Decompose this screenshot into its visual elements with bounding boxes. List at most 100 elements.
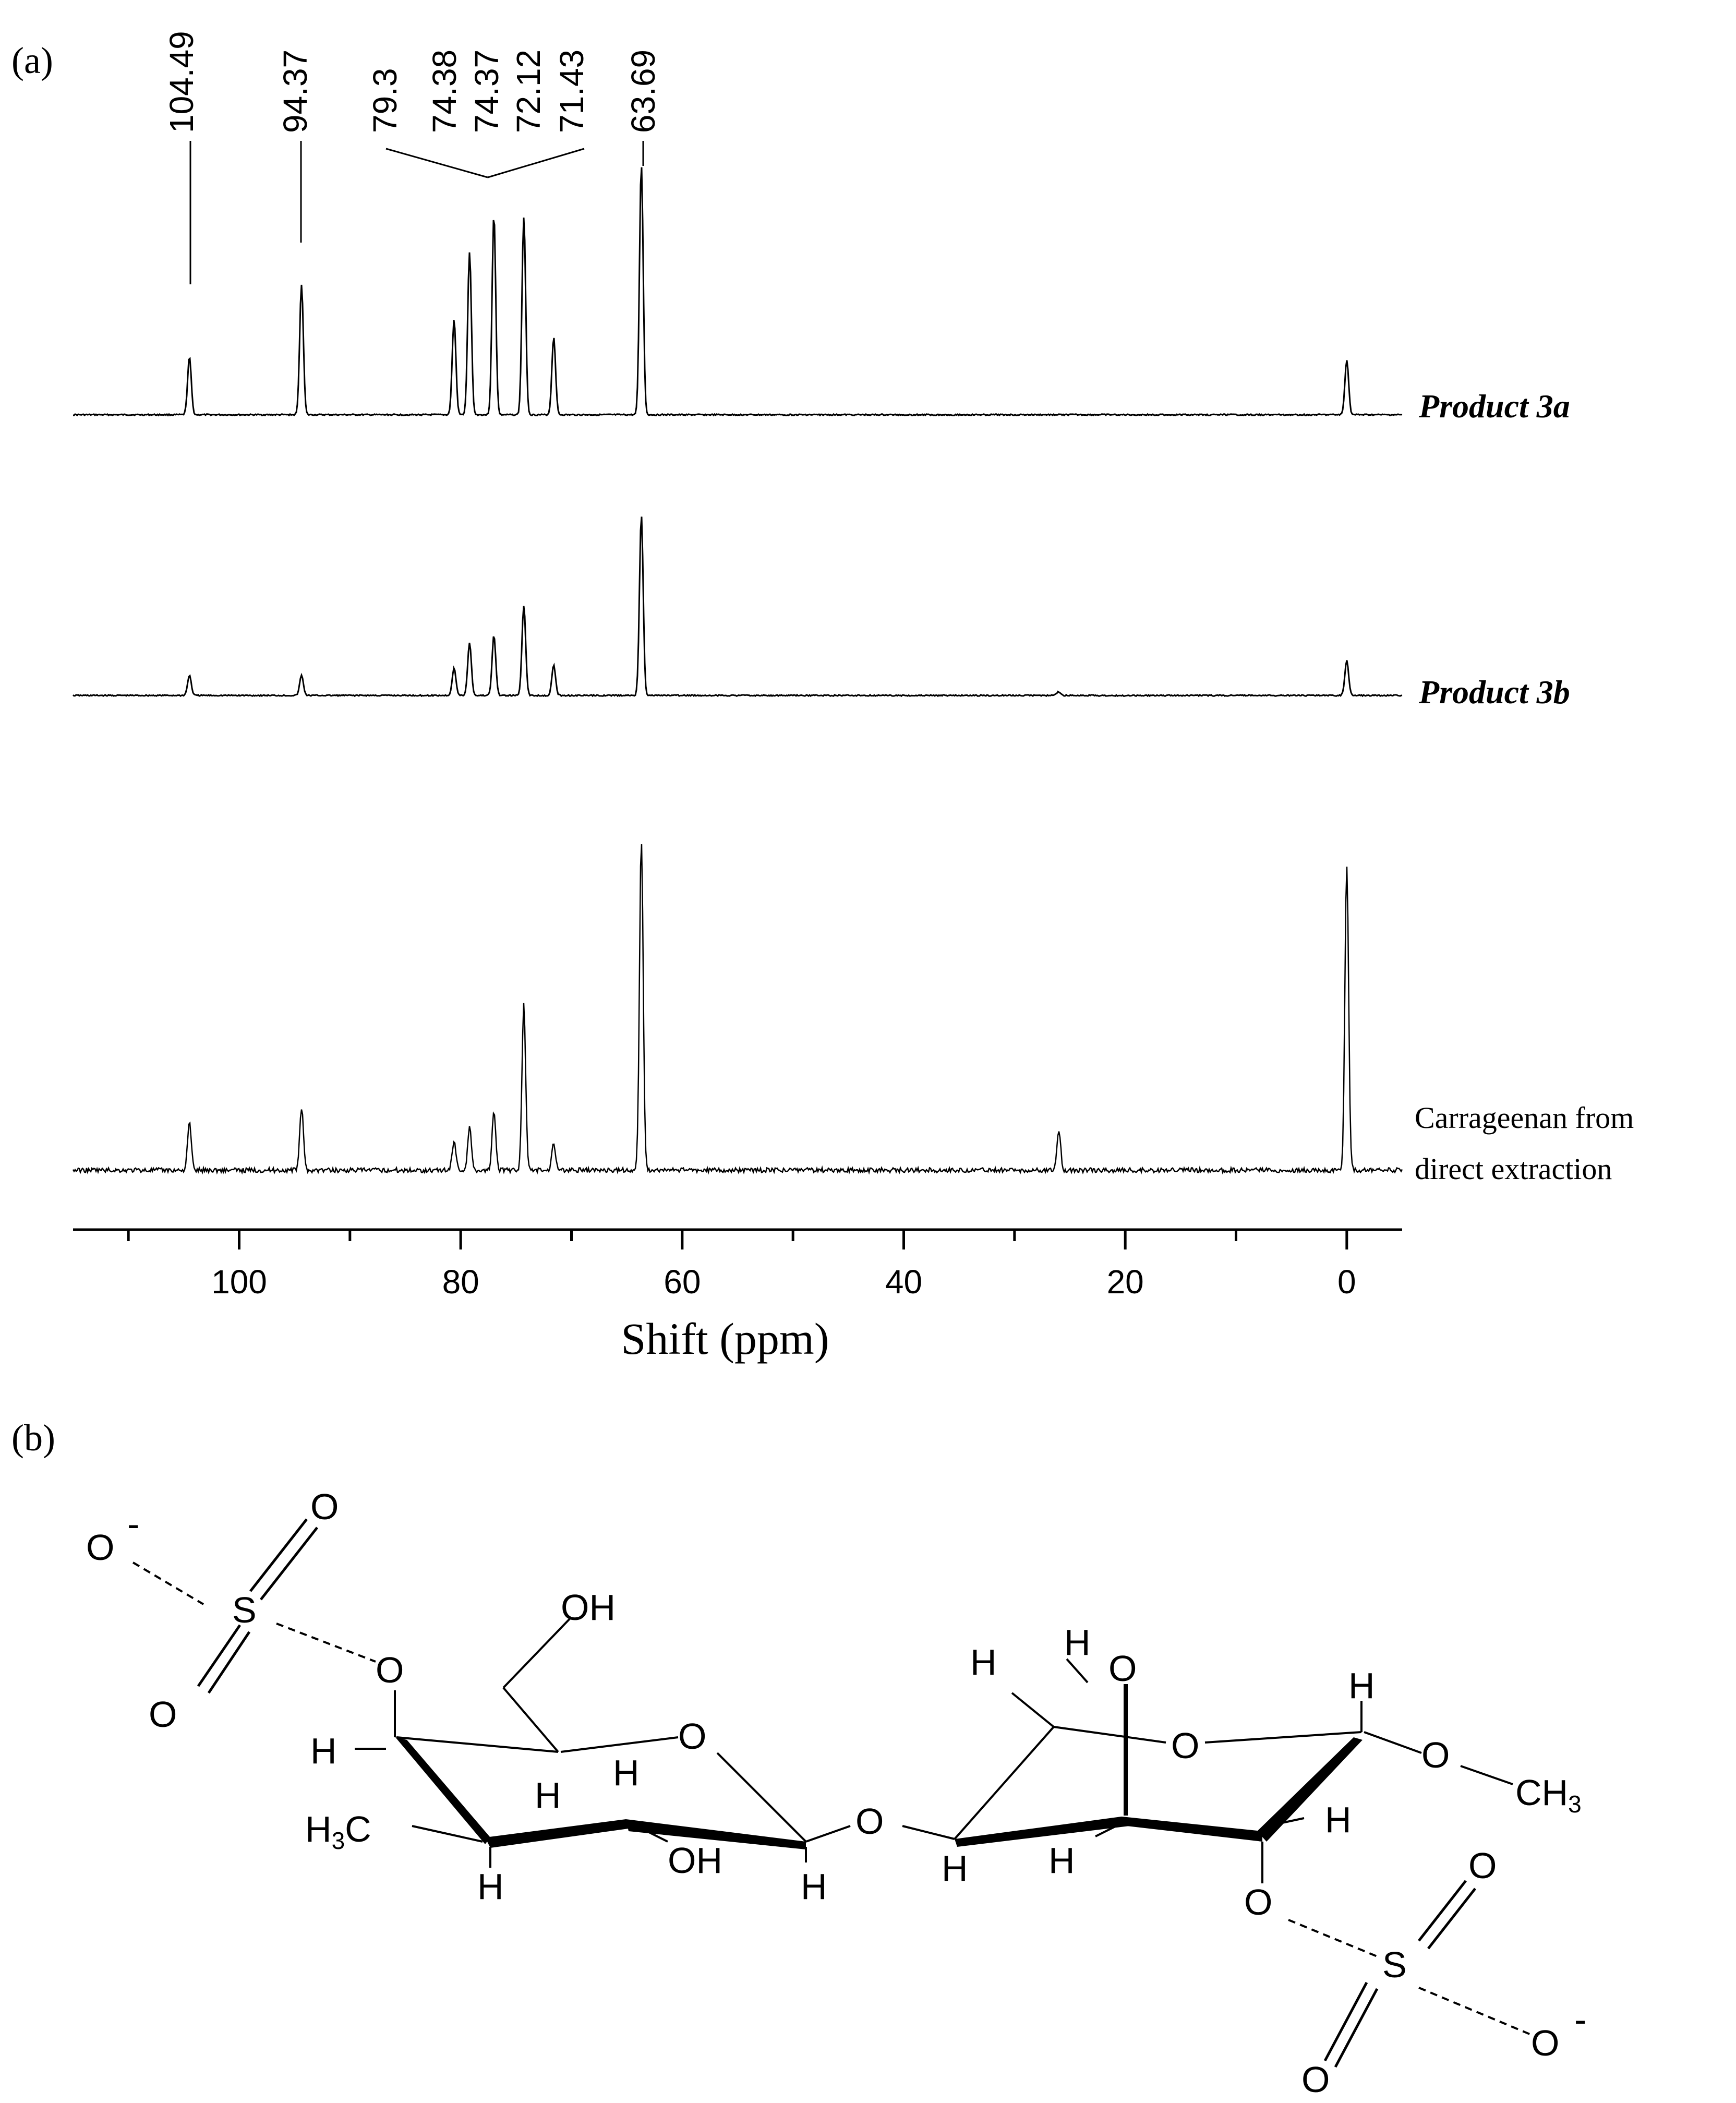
wedge-c3r-c2r <box>1122 1817 1262 1842</box>
peak-label-2: 79.3 <box>366 68 404 133</box>
atom-o-minus-right: O <box>1531 2023 1559 2063</box>
bond-c5r-ch2 <box>1011 1692 1055 1728</box>
atom-ch3: CH3 <box>1515 1772 1582 1818</box>
wedge-c4-c3 <box>395 1737 490 1844</box>
peak-leader-2 <box>385 148 488 178</box>
atom-o-ring-left: O <box>678 1716 706 1757</box>
bond-ominus-s <box>132 1561 204 1605</box>
atom-h-left-1: H <box>310 1731 337 1771</box>
peak-labels: 104.49 94.37 79.3 74.38 74.37 72.12 71.43 63.69 <box>163 31 662 284</box>
peak-leader-3 <box>487 148 585 178</box>
bond-c4-c5 <box>396 1736 559 1753</box>
peak-label-4: 74.37 <box>468 50 505 133</box>
bond-ch2-oh <box>502 1616 572 1689</box>
chemical-structure <box>132 1518 1532 2068</box>
trace-label-product-3a: Product 3a <box>1418 388 1570 425</box>
bond-c5r-oring <box>1053 1726 1166 1744</box>
atom-h-ring-3: H <box>1048 1840 1075 1881</box>
bond-ch2-h <box>1066 1658 1089 1684</box>
bond-sr-odouble-1 <box>1418 1880 1467 1942</box>
x-tick-label-100: 100 <box>211 1263 267 1301</box>
bond-oring-c1r <box>1204 1731 1362 1744</box>
bond-c5-oring <box>560 1736 679 1753</box>
bond-omethoxy-ch3 <box>1460 1765 1513 1785</box>
trace-label-carrageenan-line1: Carrageenan from <box>1415 1101 1634 1135</box>
atom-o-ring-right: O <box>1171 1725 1199 1766</box>
atom-o-methoxy: O <box>1421 1735 1450 1775</box>
bond-sr-ominus <box>1418 1987 1532 2036</box>
x-axis: 100 80 60 40 20 0 <box>73 1228 1402 1301</box>
bond-sr-olower-1 <box>1323 1981 1368 2062</box>
atom-h-right-ring: H <box>1325 1799 1352 1840</box>
bond-c1r-omethoxy <box>1364 1731 1422 1754</box>
wedge-c2r-c1r <box>1257 1737 1363 1842</box>
atom-h-ch2-2: H <box>1064 1622 1091 1663</box>
bond-s-o-lower-2 <box>207 1631 251 1694</box>
atom-oh-top: OH <box>561 1587 616 1628</box>
trace-label-product-3b: Product 3b <box>1418 674 1570 711</box>
charge-minus-left: - <box>127 1504 139 1544</box>
bond-c2-oh <box>636 1825 668 1843</box>
atom-labels: O - O S O O OH H H3C H H OH H H O O H H … <box>86 1486 1586 2100</box>
bond-s-o-double-1 <box>249 1518 308 1592</box>
atom-h3c: H3C <box>305 1809 371 1854</box>
x-tick-label-20: 20 <box>1107 1263 1144 1301</box>
bond-oglyco-c4r <box>902 1825 955 1840</box>
bond-s-o-lower-1 <box>197 1624 242 1687</box>
atom-o-left-bottom: O <box>149 1694 177 1735</box>
atom-h-bottom-1: H <box>477 1866 504 1907</box>
atom-o-right-top: O <box>1468 1845 1497 1886</box>
atom-o-glyco: O <box>855 1801 884 1842</box>
atom-h-anomeric-left: H <box>801 1866 827 1907</box>
atom-o-link-left: O <box>376 1650 404 1690</box>
trace-label-carrageenan-line2: direct extraction <box>1415 1152 1612 1186</box>
x-tick-label-40: 40 <box>885 1263 922 1301</box>
panel-b-label: (b) <box>11 1417 55 1459</box>
atom-h-anomeric-right: H <box>942 1848 968 1889</box>
atom-s-left: S <box>232 1590 257 1630</box>
nmr-spectra <box>72 167 1403 1175</box>
bond-h3c-c3 <box>412 1825 483 1843</box>
peak-label-3: 74.38 <box>426 50 463 133</box>
bond-olink-sr <box>1288 1919 1378 1957</box>
charge-minus-right: - <box>1574 1999 1586 2040</box>
peak-label-0: 104.49 <box>163 31 200 133</box>
wedge-c3-c2 <box>485 1819 629 1848</box>
wedge-c4r-c3r <box>955 1817 1129 1847</box>
x-axis-title: Shift (ppm) <box>621 1314 829 1364</box>
bond-s-o-double-2 <box>260 1527 318 1601</box>
bond-c3r-h <box>1095 1822 1122 1837</box>
bond-c4r-c5r <box>954 1726 1055 1840</box>
atom-s-right: S <box>1382 1944 1407 1985</box>
peak-label-1: 94.37 <box>276 50 314 133</box>
bond-s-olink <box>276 1623 376 1663</box>
atom-o-bridge: O <box>1108 1648 1137 1689</box>
bond-sr-odouble-2 <box>1427 1888 1476 1950</box>
x-tick-label-80: 80 <box>442 1263 479 1301</box>
atom-o-top-left: O <box>310 1486 339 1527</box>
atom-h-right-top: H <box>1348 1665 1375 1706</box>
x-tick-label-0: 0 <box>1337 1263 1356 1301</box>
peak-label-5: 72.12 <box>510 50 547 133</box>
spectrum-line-2 <box>73 516 1403 698</box>
peak-label-6: 71.43 <box>553 50 590 133</box>
peak-label-7: 63.69 <box>624 50 662 133</box>
wedge-c2-c1 <box>626 1819 806 1849</box>
atom-oh-mid: OH <box>668 1840 722 1881</box>
bond-c2r-h <box>1267 1817 1305 1827</box>
bond-c5-ch2 <box>502 1687 559 1753</box>
atom-o-minus-left: O <box>86 1527 114 1568</box>
atom-h-ring-2: H <box>613 1752 640 1793</box>
atom-o-link-right: O <box>1244 1882 1272 1922</box>
bond-c1-oglyco <box>805 1825 851 1843</box>
bond-sr-olower-2 <box>1334 1988 1379 2068</box>
panel-a-label: (a) <box>11 40 53 81</box>
atom-h-ring-1: H <box>535 1775 561 1816</box>
atom-o-right-bottom: O <box>1301 2059 1330 2100</box>
spectrum-line-3 <box>72 844 1403 1175</box>
spectrum-line-1 <box>73 167 1403 417</box>
x-tick-label-60: 60 <box>664 1263 701 1301</box>
bond-oring-c1 <box>716 1752 807 1843</box>
atom-h-ch2-1: H <box>970 1642 997 1683</box>
